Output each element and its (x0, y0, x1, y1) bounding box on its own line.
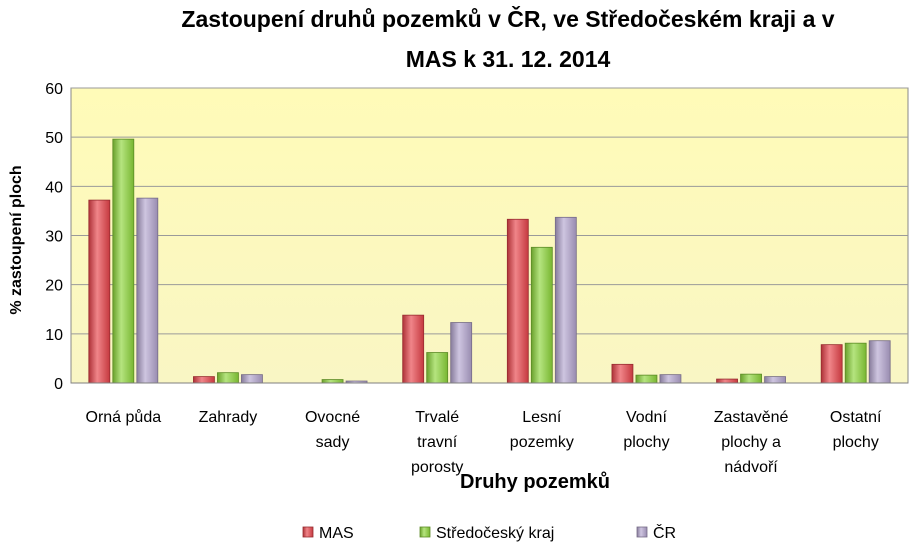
category-label: Ovocné (305, 409, 360, 426)
bar (659, 374, 682, 384)
category-label: plochy (833, 434, 879, 451)
y-tick-label: 60 (45, 81, 63, 98)
bar (402, 314, 425, 384)
legend: MAS Středočeský kraj ČR (302, 523, 676, 542)
category-label: porosty (411, 459, 463, 476)
category-label: plochy a (721, 434, 781, 451)
category-label: Zahrady (199, 409, 258, 426)
y-tick-labels: 0 10 20 30 40 50 60 (45, 81, 63, 393)
bar (820, 344, 843, 384)
bar (530, 246, 553, 384)
category-label: Trvalé (415, 409, 459, 426)
category-label: nádvoří (724, 459, 778, 476)
bar (193, 376, 215, 384)
legend-swatch (636, 526, 648, 538)
legend-swatch (302, 526, 314, 538)
bar (241, 374, 263, 384)
bar (426, 352, 449, 384)
legend-label: MAS (319, 525, 354, 542)
y-tick-label: 20 (45, 278, 63, 295)
bar (321, 379, 344, 384)
category-label: Ostatní (830, 409, 882, 426)
category-label: Zastavěné (714, 409, 789, 426)
category-labels: Orná půda Zahrady Ovocné sady Trvalé travní po… (86, 408, 883, 476)
category-label: plochy (623, 434, 669, 451)
bar (506, 218, 529, 384)
category-label: Vodní (626, 409, 667, 426)
bar (740, 373, 762, 384)
category-label: Lesní (522, 409, 562, 426)
category-label: travní (417, 434, 458, 451)
x-axis-label: Druhy pozemků (460, 471, 610, 493)
bars (88, 138, 891, 384)
legend-swatch (419, 526, 431, 538)
bar (112, 138, 135, 384)
legend-label: Středočeský kraj (436, 525, 554, 542)
y-tick-label: 0 (54, 376, 63, 393)
bar (635, 374, 658, 384)
bar (450, 322, 473, 384)
bar (217, 372, 239, 384)
category-label: sady (316, 434, 350, 451)
bar (844, 342, 867, 384)
y-tick-label: 30 (45, 229, 63, 246)
bar (868, 340, 891, 384)
bar (764, 376, 786, 384)
y-tick-label: 40 (45, 179, 63, 196)
legend-label: ČR (653, 523, 676, 542)
bar (136, 197, 159, 384)
y-tick-label: 50 (45, 130, 63, 147)
chart-title-line-2: MAS k 31. 12. 2014 (406, 46, 611, 72)
bar (88, 199, 111, 384)
y-tick-label: 10 (45, 327, 63, 344)
chart-title-line-1: Zastoupení druhů pozemků v ČR, ve Středo… (181, 5, 834, 32)
bar (716, 378, 738, 384)
bar (611, 363, 634, 384)
y-axis-label: % zastoupení ploch (8, 165, 25, 314)
category-label: Orná půda (86, 408, 162, 426)
category-label: pozemky (510, 434, 574, 451)
bar (554, 216, 577, 384)
gridlines (71, 87, 908, 335)
